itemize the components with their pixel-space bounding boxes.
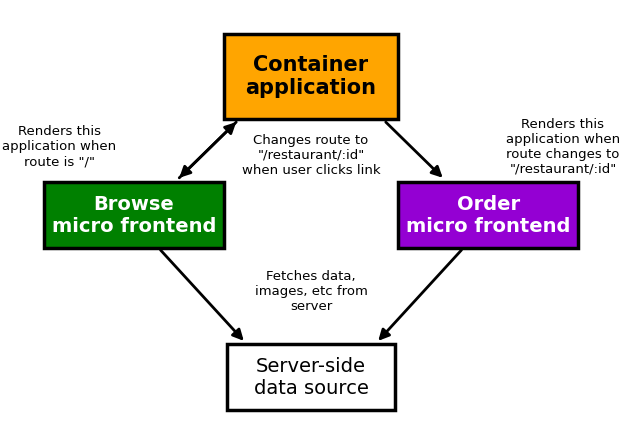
Text: Fetches data,
images, etc from
server: Fetches data, images, etc from server (254, 271, 368, 313)
FancyBboxPatch shape (227, 344, 395, 410)
Text: Server-side
data source: Server-side data source (254, 357, 368, 397)
FancyBboxPatch shape (224, 34, 398, 119)
Text: Renders this
application when
route is "/": Renders this application when route is "… (2, 126, 116, 168)
Text: Order
micro frontend: Order micro frontend (406, 195, 570, 236)
FancyBboxPatch shape (44, 182, 224, 248)
FancyBboxPatch shape (398, 182, 578, 248)
Text: Renders this
application when
route changes to
"/restaurant/:id": Renders this application when route chan… (506, 118, 620, 176)
Text: Changes route to
"/restaurant/:id"
when user clicks link: Changes route to "/restaurant/:id" when … (242, 134, 380, 177)
Text: Browse
micro frontend: Browse micro frontend (52, 195, 216, 236)
Text: Container
application: Container application (246, 55, 376, 98)
